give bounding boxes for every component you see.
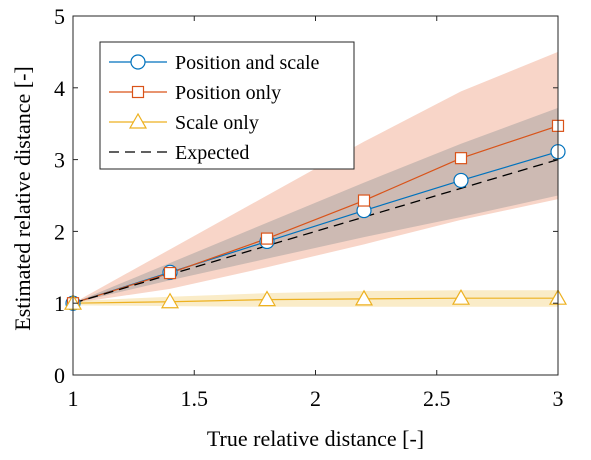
line-position-only xyxy=(72,125,559,304)
marker-position-and-scale-4 xyxy=(453,172,469,189)
series-lines xyxy=(72,125,559,304)
line-scale-only xyxy=(72,297,558,304)
marker-position-only-1 xyxy=(163,266,177,280)
y-tick-label: 1 xyxy=(54,291,65,316)
y-tick-label: 5 xyxy=(54,4,65,29)
legend-entry-expected: Expected xyxy=(175,142,249,164)
marker-position-only-4 xyxy=(454,152,468,165)
marker-scale-only-4 xyxy=(451,288,471,305)
axis-ticks xyxy=(72,15,559,376)
y-tick-label: 4 xyxy=(54,76,65,101)
legend-marker-scale-only xyxy=(128,112,148,129)
marker-position-only-2 xyxy=(260,232,274,245)
x-tick-label: 2.5 xyxy=(423,386,451,411)
x-tick-label: 2 xyxy=(310,386,321,411)
series-markers xyxy=(63,119,568,311)
line-expected xyxy=(72,158,559,304)
band-position-and-scale xyxy=(73,107,558,304)
legend-marker-position-and-scale xyxy=(130,54,146,70)
y-tick-label: 2 xyxy=(54,219,65,244)
x-tick-label: 1 xyxy=(68,386,79,411)
x-tick-label: 3 xyxy=(553,386,564,411)
legend-marker-position-only xyxy=(131,85,145,99)
x-tick-label: 1.5 xyxy=(181,386,209,411)
marker-position-only-3 xyxy=(357,194,371,207)
confidence-bands xyxy=(73,51,558,307)
x-axis-label: True relative distance [-] xyxy=(207,426,424,451)
band-scale-only xyxy=(73,290,558,307)
y-axis-label: Estimated relative distance [-] xyxy=(10,66,35,331)
legend: Position and scale Position only Scale onl… xyxy=(99,41,355,170)
y-tick-label: 0 xyxy=(54,363,65,388)
legend-entry-scale-only: Scale only xyxy=(175,112,259,134)
marker-scale-only-2 xyxy=(257,290,277,307)
legend-entry-position-and-scale: Position and scale xyxy=(175,52,320,74)
y-tick-label: 3 xyxy=(54,148,65,173)
legend-entry-position-only: Position only xyxy=(175,82,281,104)
marker-scale-only-3 xyxy=(354,289,374,306)
marker-scale-only-1 xyxy=(160,292,180,309)
band-position-only xyxy=(73,51,558,304)
